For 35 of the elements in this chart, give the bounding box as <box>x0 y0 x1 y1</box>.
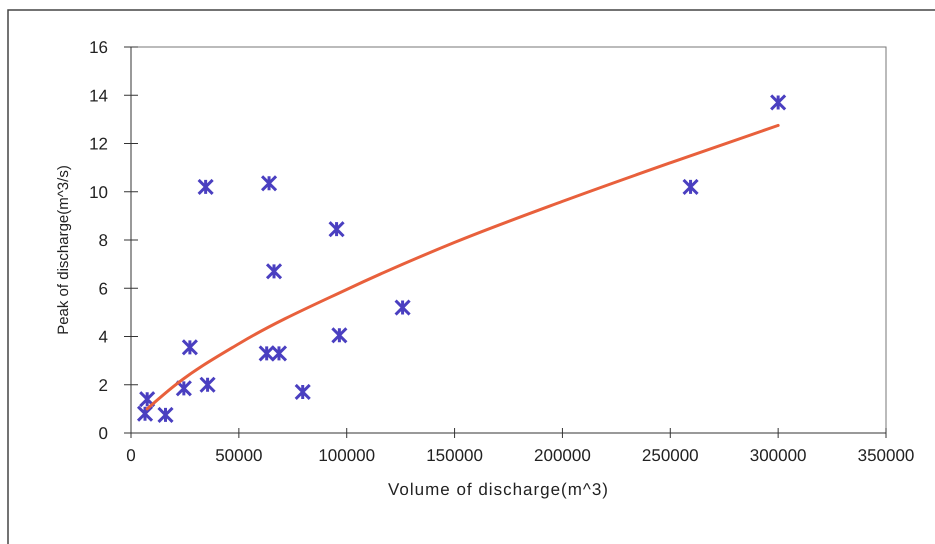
point <box>181 338 198 356</box>
point <box>157 406 174 424</box>
point <box>136 405 154 422</box>
y-tick-label: 16 <box>89 38 108 57</box>
point <box>770 94 787 111</box>
y-tick-label: 10 <box>89 182 108 202</box>
x-tick-label: 250000 <box>642 446 699 465</box>
x-tick-label: 300000 <box>750 446 807 465</box>
x-tick-label: 0 <box>126 446 136 465</box>
point <box>175 380 192 397</box>
y-tick-label: 14 <box>89 86 108 106</box>
x-axis-title: Volume of discharge(m^3) <box>388 480 609 499</box>
y-tick-label: 8 <box>98 231 108 250</box>
x-tick-label: 200000 <box>534 446 591 465</box>
line-series <box>146 124 780 410</box>
y-axis-title: Peak of discharge(m^3/s) <box>55 165 72 335</box>
y-tick-label: 2 <box>98 376 108 395</box>
point <box>266 262 283 280</box>
x-tick-label: 100000 <box>318 446 376 465</box>
x-tick-label: 50000 <box>215 446 262 465</box>
x-tick-label: 350000 <box>858 446 914 465</box>
point <box>328 220 346 238</box>
y-tick-label: 0 <box>98 424 108 443</box>
x-tick-label: 150000 <box>426 446 483 465</box>
y-tick-label: 4 <box>98 328 108 346</box>
point <box>394 299 412 316</box>
y-tick-label: 12 <box>89 134 108 154</box>
point <box>330 326 348 344</box>
point <box>294 383 312 400</box>
y-tick-label: 6 <box>98 279 108 298</box>
point <box>197 178 214 196</box>
point <box>199 376 216 394</box>
point <box>260 174 278 192</box>
point <box>138 390 156 408</box>
point <box>682 178 700 196</box>
